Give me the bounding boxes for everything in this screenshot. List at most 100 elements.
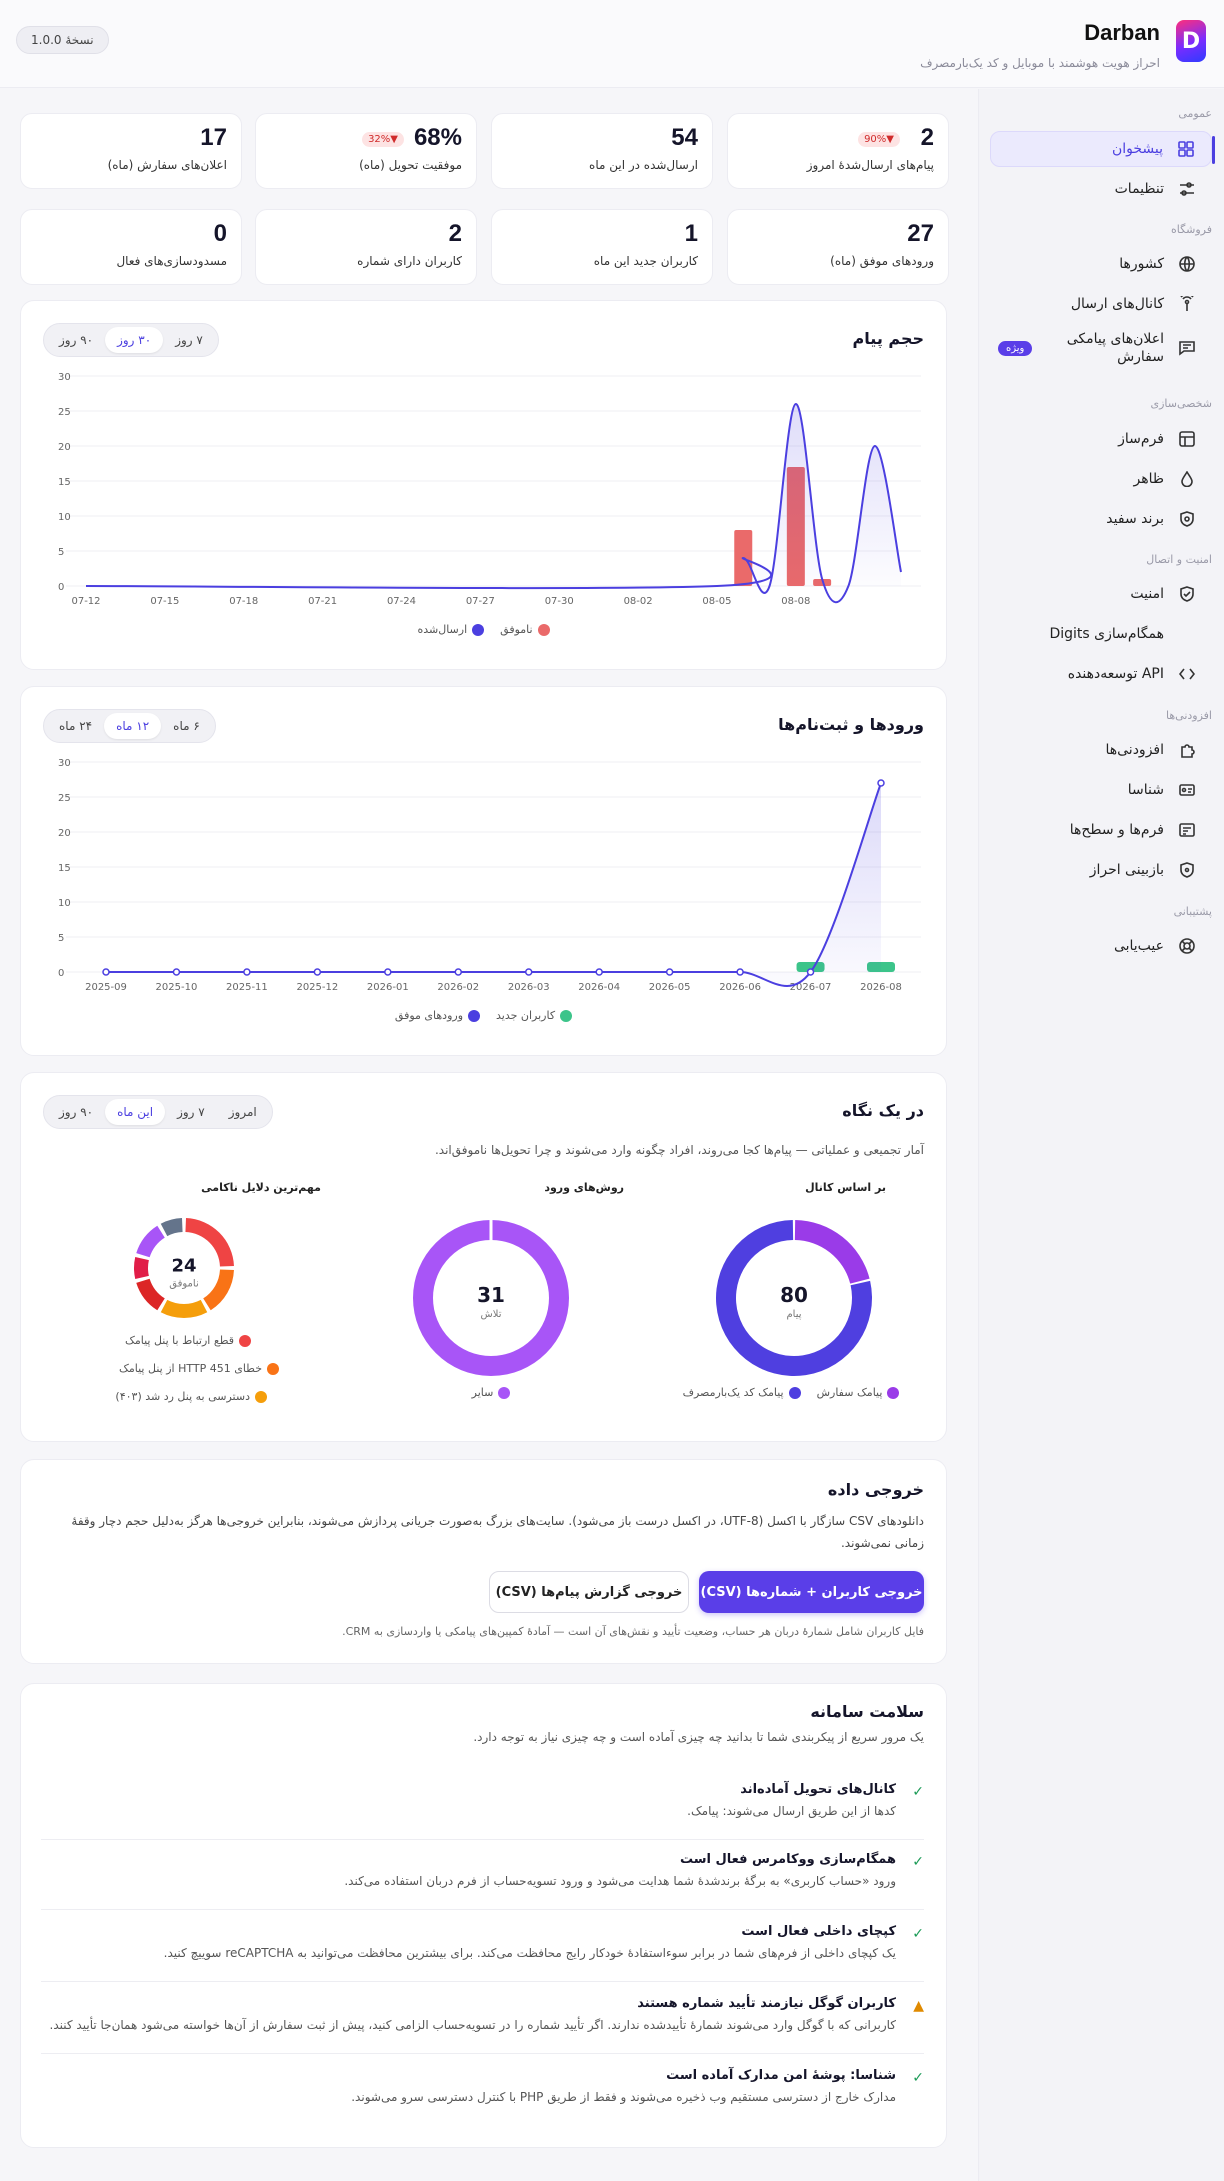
health-item: ✓ کپچای داخلی فعال است یک کپچای داخلی از… [41, 1924, 924, 1982]
y-tick-label: 5 [58, 547, 64, 558]
stat-value: 0 [213, 220, 227, 247]
range-option-today[interactable]: امروز [228, 1105, 257, 1119]
y-tick-label: 25 [58, 407, 71, 418]
donut-title-failure-reasons: مهم‌ترین دلایل ناکامی [201, 1181, 321, 1194]
x-tick-label: 07-18 [229, 596, 258, 607]
export-users-button[interactable]: خروجی کاربران + شماره‌ها (CSV) [699, 1571, 924, 1613]
range-selector: ۶ ماه ۱۲ ماه ۲۴ ماه [43, 709, 216, 743]
stat-value: 54 [671, 124, 698, 151]
range-option-90d[interactable]: ۹۰ روز [59, 333, 94, 347]
warning-icon: ▲ [913, 1998, 924, 2014]
stat-value: 2 [920, 124, 934, 151]
sidebar-item-label: کانال‌های ارسال [1070, 296, 1164, 312]
sidebar-item-label: امنیت [1130, 586, 1164, 602]
donut-center-value: 80 [780, 1283, 808, 1307]
range-option-7d[interactable]: ۷ روز [177, 1105, 205, 1119]
logins-signups-card: ورودها و ثبت‌نام‌ها ۶ ماه ۱۲ ماه ۲۴ ماه … [20, 686, 947, 1056]
system-health-card: سلامت سامانه یک مرور سریع از پیکربندی شم… [20, 1683, 947, 2148]
sidebar-item-forms-levels[interactable]: فرم‌ها و سطح‌ها [990, 812, 1212, 848]
layout-icon [1178, 430, 1196, 448]
health-item-desc: یک کپچای داخلی از فرم‌های شما در برابر س… [163, 1946, 896, 1960]
sidebar-item-countries[interactable]: کشورها [990, 246, 1212, 282]
chart-legend: کاربران جدید ورودهای موفق [21, 1009, 946, 1022]
lifebuoy-icon [1178, 937, 1196, 955]
sidebar-item-developer-api[interactable]: API توسعه‌دهنده [990, 656, 1212, 692]
range-option-90d[interactable]: ۹۰ روز [59, 1105, 94, 1119]
sidebar-item-label: همگام‌سازی Digits [1049, 626, 1164, 642]
x-tick-label: 2026-05 [649, 982, 691, 993]
line-sent [85, 402, 902, 604]
donut-slice [160, 1218, 183, 1237]
export-message-log-button[interactable]: خروجی گزارش پیام‌ها (CSV) [489, 1571, 689, 1613]
broadcast-icon [1178, 295, 1196, 313]
y-tick-label: 20 [58, 828, 71, 839]
sidebar-section-customization: شخصی‌سازی [1150, 397, 1212, 410]
sidebar-item-form-builder[interactable]: فرم‌ساز [990, 421, 1212, 457]
x-tick-label: 08-08 [781, 596, 810, 607]
sidebar-item-settings[interactable]: تنظیمات [990, 171, 1212, 207]
y-tick-label: 15 [58, 477, 71, 488]
check-icon: ✓ [912, 1784, 924, 1800]
sidebar-item-addons[interactable]: افزودنی‌ها [990, 732, 1212, 768]
data-export-card: خروجی داده دانلودهای CSV سازگار با اکسل … [20, 1459, 947, 1664]
range-option-24m[interactable]: ۲۴ ماه [59, 719, 93, 733]
range-selector: امروز ۷ روز این ماه ۹۰ روز [43, 1095, 273, 1129]
donut-center-value: 31 [477, 1283, 505, 1307]
health-item-desc: کاربرانی که با گوگل وارد می‌شوند شمارهٔ … [49, 2018, 896, 2032]
sidebar-item-white-label[interactable]: برند سفید [990, 501, 1212, 537]
stat-card-delivery-success: 68% ▼32% موفقیت تحویل (ماه) [255, 113, 477, 189]
sidebar-item-digits-sync[interactable]: همگام‌سازی Digits [990, 616, 1212, 652]
donut-legend-channel: پیامک سفارش پیامک کد یک‌بارمصرف [641, 1386, 941, 1399]
special-badge: ویژه [998, 340, 1033, 356]
legend-item-sent: ارسال‌شده [417, 623, 485, 636]
health-item: ✓ شناسا: پوشهٔ امن مدارک آماده است مدارک… [41, 2068, 924, 2126]
stat-card-users-with-phone: 2 کاربران دارای شماره [255, 209, 477, 285]
sidebar-item-security[interactable]: امنیت [990, 576, 1212, 612]
code-icon [1178, 665, 1196, 683]
sidebar-item-label: کشورها [1119, 256, 1164, 272]
line-logins [105, 782, 882, 987]
range-option-6m[interactable]: ۶ ماه [173, 719, 200, 733]
id-card-icon [1178, 781, 1196, 799]
top-bar: D Darban احراز هویت هوشمند با موبایل و ک… [0, 0, 1224, 88]
x-tick-label: 08-02 [624, 596, 653, 607]
message-volume-card: حجم پیام ۷ روز ۳۰ روز ۹۰ روز 0 5 10 15 20 25 3… [20, 300, 947, 670]
point-logins [877, 779, 885, 787]
donut-legend-login-methods: سایر [341, 1386, 641, 1399]
donut-center-label: ناموفق [169, 1279, 198, 1290]
health-item-desc: ورود «حساب کاربری» به برگهٔ برندشدهٔ شما… [344, 1874, 896, 1888]
x-tick-label: 2026-08 [860, 982, 902, 993]
donut-slice [160, 1299, 208, 1318]
x-tick-label: 2026-01 [367, 982, 409, 993]
donut-title-login-methods: روش‌های ورود [544, 1181, 624, 1194]
x-tick-label: 07-30 [545, 596, 574, 607]
range-option-this-month[interactable]: این ماه [105, 1099, 166, 1125]
y-tick-label: 5 [58, 933, 64, 944]
shield-eye-icon [1178, 861, 1196, 879]
sidebar-item-appearance[interactable]: ظاهر [990, 461, 1212, 497]
donut-center-label: پیام [786, 1309, 801, 1320]
sidebar-item-channels[interactable]: کانال‌های ارسال [990, 286, 1212, 322]
stat-value: 27 [907, 220, 934, 247]
export-note: فایل کاربران شامل شمارهٔ دربان هر حساب، … [342, 1625, 924, 1638]
sidebar-item-shenasa[interactable]: شناسا [990, 772, 1212, 808]
card-description: آمار تجمیعی و عملیاتی — پیام‌ها کجا می‌ر… [434, 1143, 924, 1157]
sidebar-item-label: فرم‌ساز [1118, 431, 1164, 447]
range-option-30d[interactable]: ۳۰ روز [105, 327, 164, 353]
legend-item: سایر [472, 1386, 511, 1399]
app-subtitle: احراز هویت هوشمند با موبایل و کد یک‌بارم… [920, 56, 1160, 70]
range-option-12m[interactable]: ۱۲ ماه [104, 713, 162, 739]
stat-delta-badge: ▼32% [362, 132, 404, 147]
sidebar-item-troubleshoot[interactable]: عیب‌یابی [990, 928, 1212, 964]
x-tick-label: 2026-04 [578, 982, 620, 993]
sidebar-item-label: بازبینی احراز [1089, 862, 1164, 878]
sidebar-item-order-sms[interactable]: اعلان‌های پیامکی سفارش ویژه [990, 325, 1212, 371]
donut-slice [794, 1220, 870, 1284]
stat-value: 17 [200, 124, 227, 151]
sidebar-item-dashboard[interactable]: پیشخوان [990, 131, 1215, 167]
x-tick-label: 2025-12 [296, 982, 338, 993]
sidebar-item-auth-review[interactable]: بازبینی احراز [990, 852, 1212, 888]
y-tick-label: 15 [58, 863, 71, 874]
range-option-7d[interactable]: ۷ روز [175, 333, 203, 347]
health-item-title: کپچای داخلی فعال است [741, 1924, 896, 1939]
